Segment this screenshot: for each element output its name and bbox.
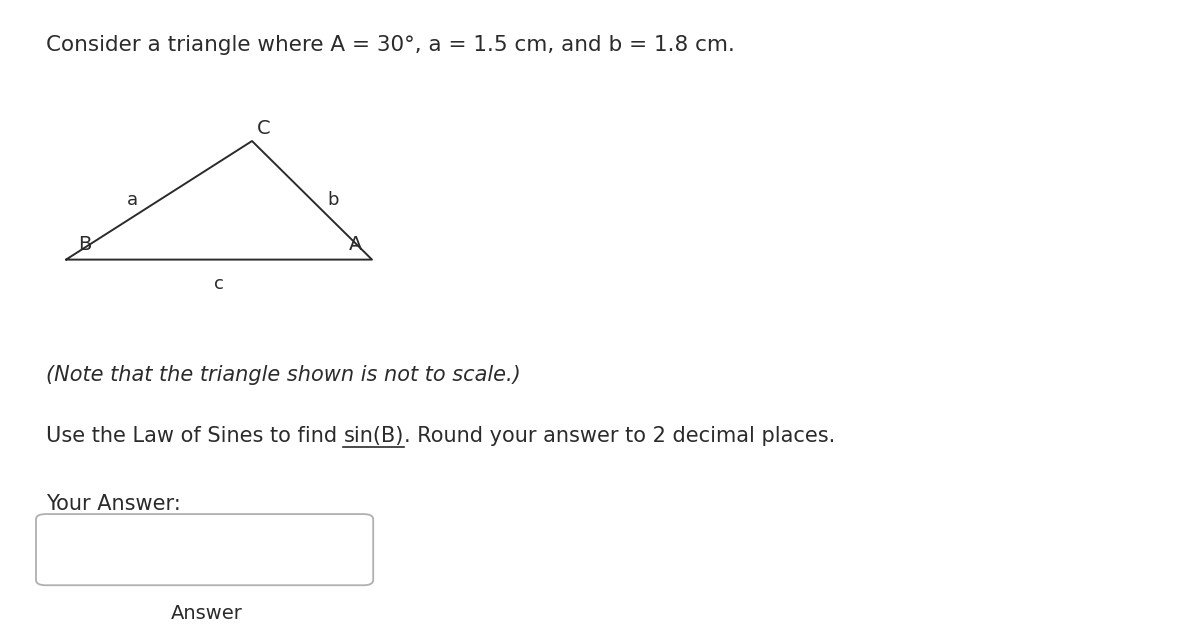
Text: C: C [257, 119, 270, 138]
Text: Your Answer:: Your Answer: [46, 494, 180, 513]
Text: c: c [214, 275, 224, 293]
Text: a: a [127, 191, 138, 210]
Text: (Note that the triangle shown is not to scale.): (Note that the triangle shown is not to … [46, 365, 521, 385]
Text: Consider a triangle where A = 30°, a = 1.5 cm, and b = 1.8 cm.: Consider a triangle where A = 30°, a = 1… [46, 35, 734, 55]
Text: B: B [78, 235, 91, 254]
Text: . Round your answer to 2 decimal places.: . Round your answer to 2 decimal places. [403, 426, 835, 446]
Text: A: A [349, 235, 362, 254]
Text: Answer: Answer [170, 604, 242, 623]
Text: Use the Law of Sines to find: Use the Law of Sines to find [46, 426, 343, 446]
Text: sin(B): sin(B) [343, 426, 403, 446]
Text: b: b [328, 191, 340, 210]
